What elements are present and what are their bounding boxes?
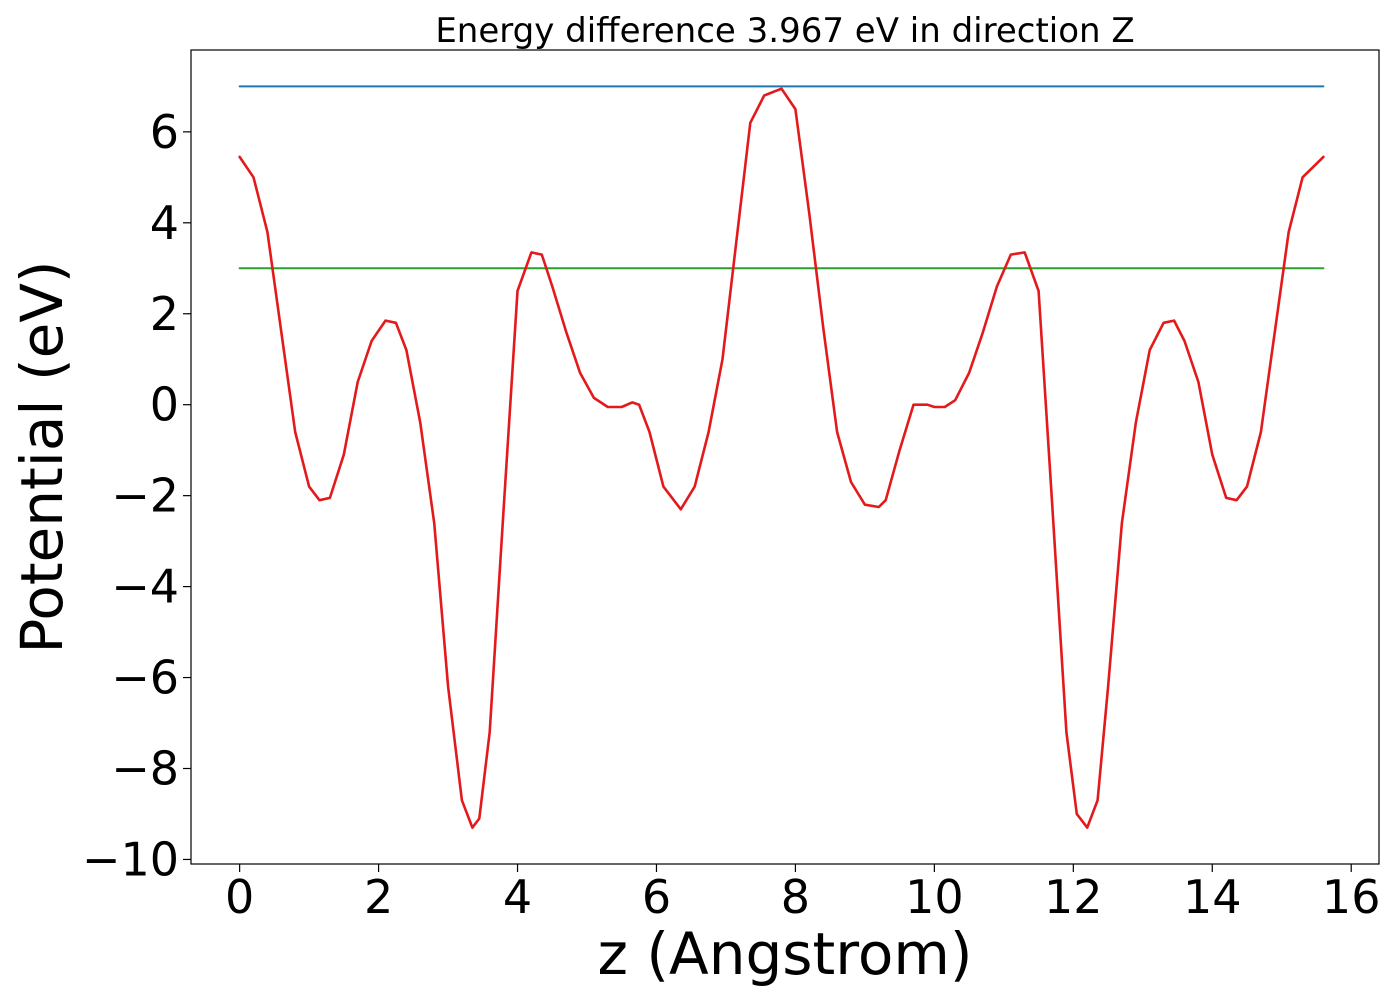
y-tick-label: 0 bbox=[150, 378, 179, 432]
y-tick-label: 6 bbox=[150, 105, 179, 159]
y-tick-label: 4 bbox=[150, 196, 179, 250]
x-tick-label: 6 bbox=[642, 870, 671, 924]
y-tick-label: 2 bbox=[150, 287, 179, 341]
y-axis-ticks: −10 −8 −6 −4 −2 0 2 4 6 bbox=[82, 105, 191, 886]
y-tick-label: −6 bbox=[111, 651, 179, 705]
series-line-3 bbox=[238, 87, 1325, 829]
x-tick-label: 10 bbox=[905, 870, 964, 924]
x-tick-label: 0 bbox=[225, 870, 254, 924]
x-tick-label: 8 bbox=[781, 870, 810, 924]
x-tick-label: 12 bbox=[1044, 870, 1103, 924]
chart-title: Energy difference 3.967 eV in direction … bbox=[435, 11, 1134, 51]
x-tick-label: 14 bbox=[1183, 870, 1242, 924]
x-tick-label: 4 bbox=[503, 870, 532, 924]
x-axis-ticks: 0 2 4 6 8 10 12 14 16 bbox=[225, 864, 1380, 924]
y-tick-label: −2 bbox=[111, 469, 179, 523]
plot-content bbox=[238, 85, 1325, 829]
y-tick-label: −10 bbox=[82, 832, 179, 886]
y-axis-label: Potential (eV) bbox=[8, 260, 76, 653]
axes-frame bbox=[190, 49, 1380, 865]
x-tick-label: 2 bbox=[364, 870, 393, 924]
x-axis-label: z (Angstrom) bbox=[598, 920, 973, 988]
y-tick-label: −8 bbox=[111, 742, 179, 796]
y-tick-label: −4 bbox=[111, 560, 179, 614]
x-tick-label: 16 bbox=[1322, 870, 1381, 924]
